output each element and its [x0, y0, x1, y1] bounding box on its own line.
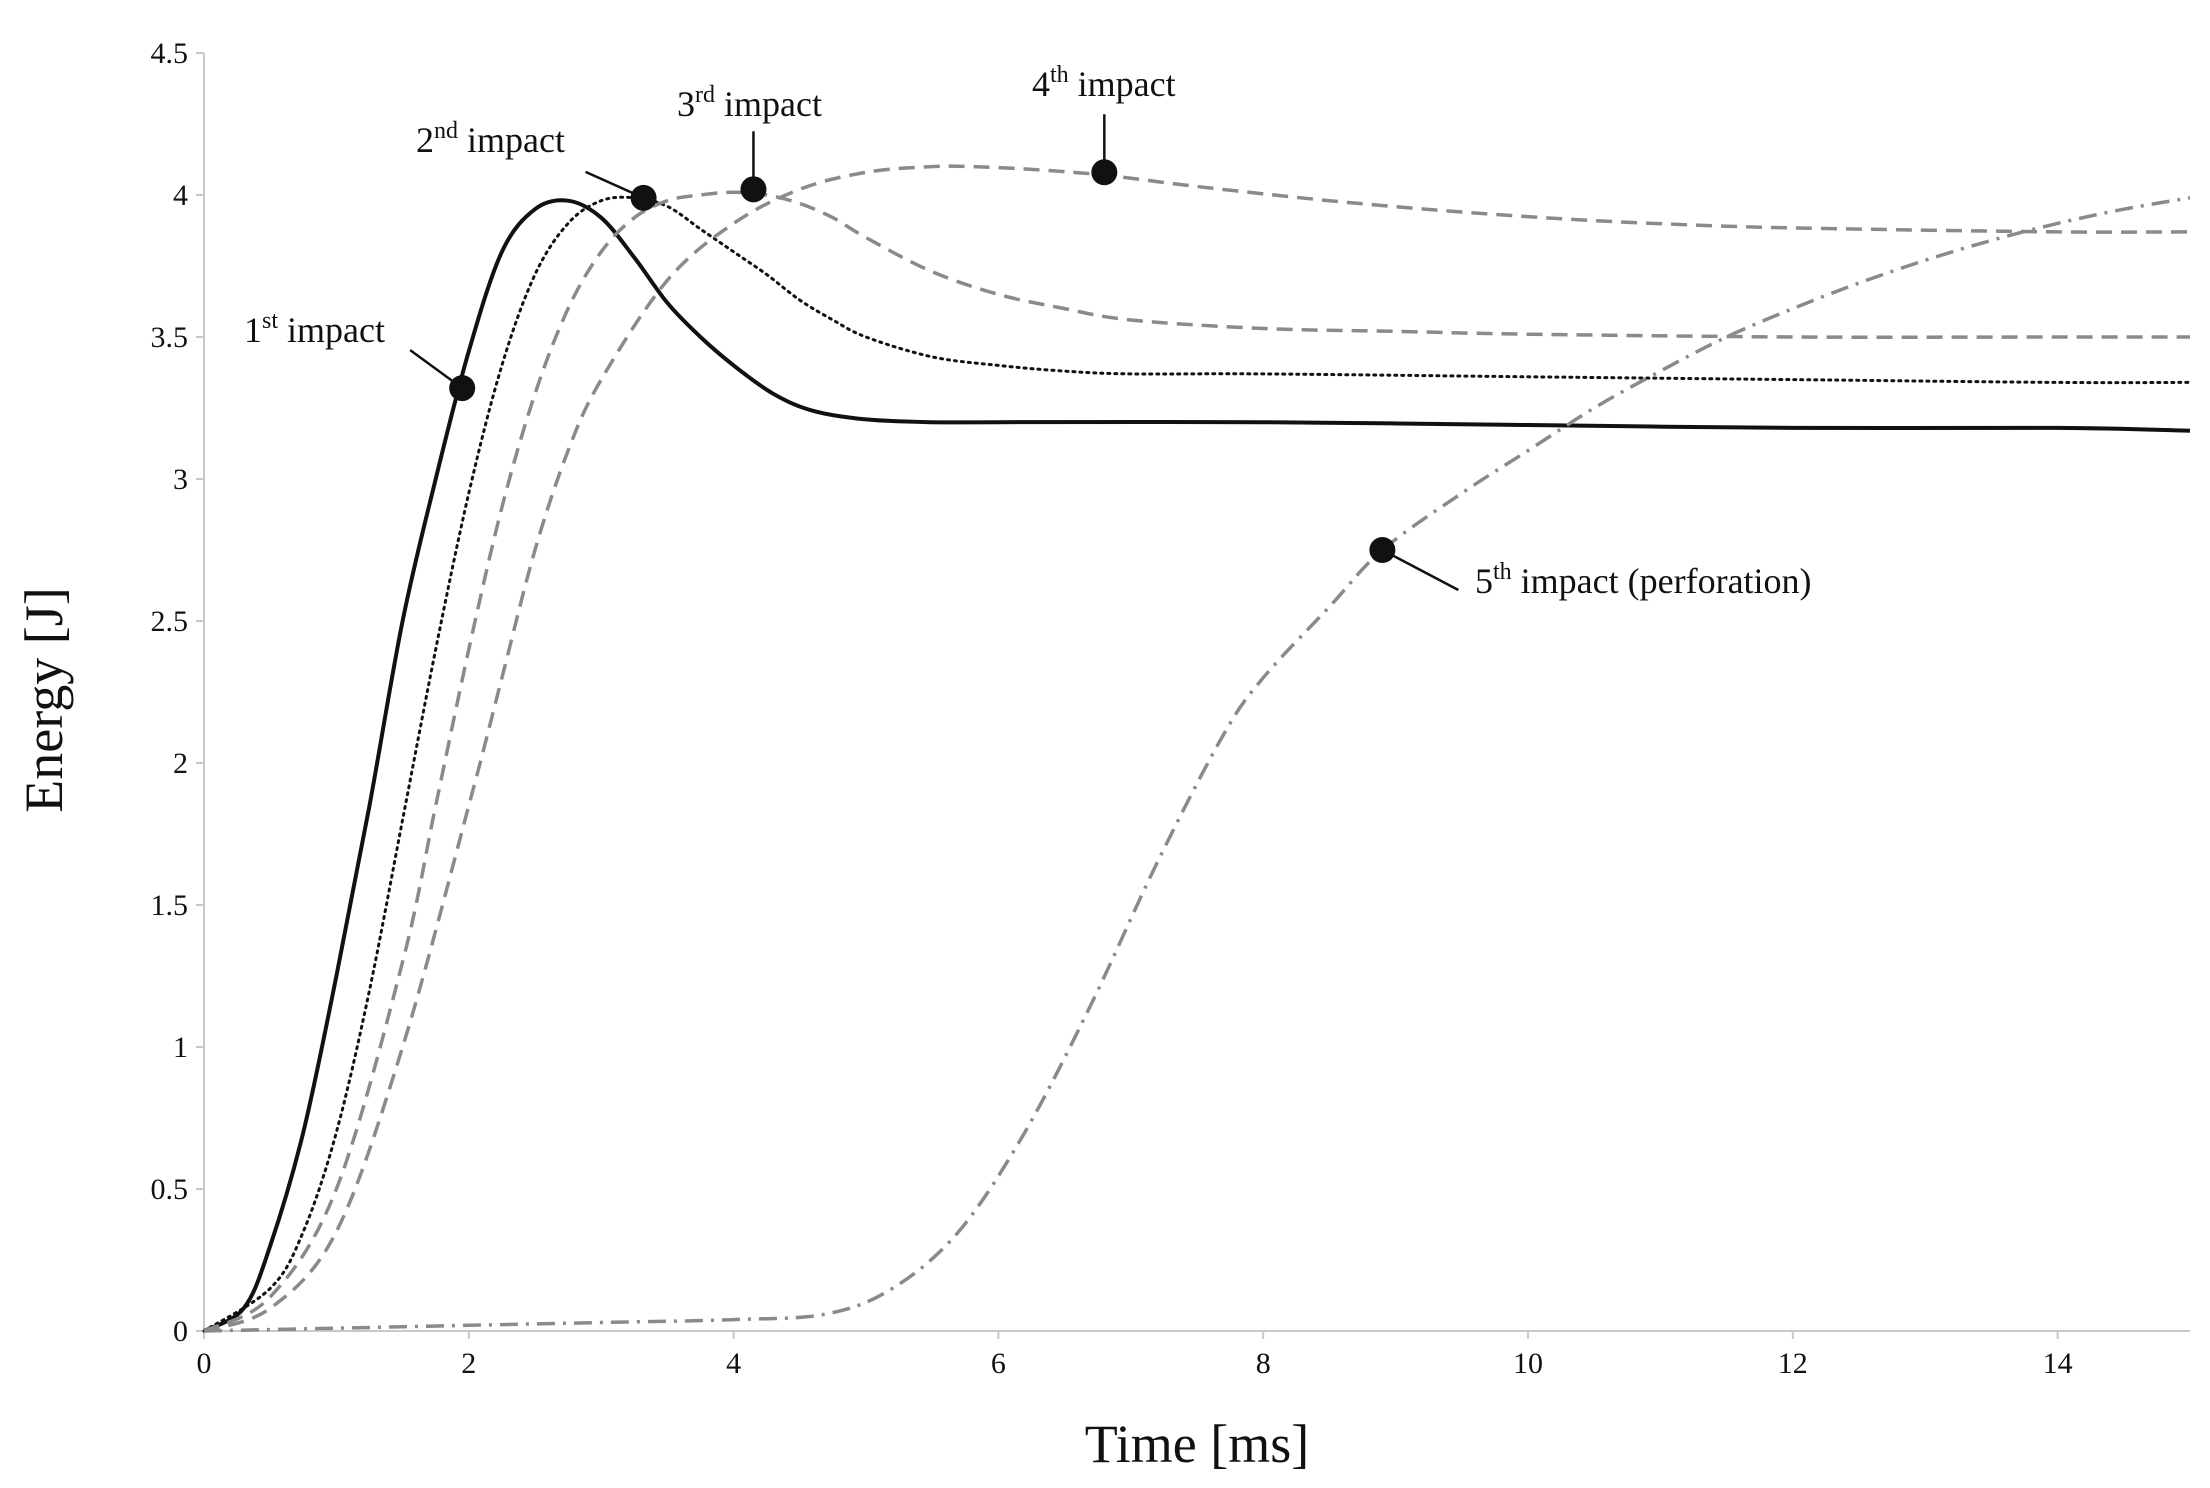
annotation-text: impact — [458, 120, 565, 160]
annotation-label-4: 4th impact — [1032, 62, 1176, 104]
y-tick-label: 1.5 — [151, 889, 189, 922]
series-line-1 — [203, 198, 2191, 1333]
y-tick-label: 0.5 — [151, 1173, 189, 1206]
y-tick-label: 4.5 — [151, 37, 189, 70]
annotation-ordinal-suffix: th — [1493, 559, 1512, 585]
series-line-4 — [203, 164, 2191, 1333]
annotation-number: 3 — [677, 84, 695, 124]
annotation-text: impact — [715, 84, 822, 124]
annotation-ordinal-suffix: nd — [434, 118, 458, 144]
axes — [203, 53, 2190, 1332]
annotation-marker-5 — [1369, 537, 1396, 563]
annotation-ordinal-suffix: th — [1050, 62, 1069, 88]
series-line-2 — [202, 195, 2192, 1333]
annotation-ordinal-suffix: st — [262, 308, 278, 334]
y-tick-label: 0 — [173, 1315, 188, 1348]
y-tick-label: 2 — [173, 747, 188, 780]
y-tick-label: 3.5 — [151, 321, 189, 354]
x-tick-label: 6 — [991, 1347, 1006, 1380]
annotation-label-1: 1st impact — [244, 308, 385, 350]
annotation-label-3: 3rd impact — [677, 82, 822, 124]
annotation-marker-4 — [1091, 159, 1118, 186]
x-tick-label: 14 — [2043, 1347, 2073, 1380]
x-tick-label: 4 — [726, 1347, 741, 1380]
annotation-marker-3 — [740, 176, 767, 203]
y-tick-label: 3 — [173, 463, 188, 496]
annotation-number: 4 — [1032, 64, 1050, 104]
annotation-text: impact — [1069, 64, 1176, 104]
annotation-number: 5 — [1475, 561, 1493, 601]
y-tick-label: 4 — [173, 179, 188, 212]
annotation-marker-1 — [449, 375, 476, 402]
x-tick-label: 12 — [1778, 1347, 1808, 1380]
annotation-text: impact — [278, 310, 385, 350]
annotation-label-2: 2nd impact — [416, 118, 565, 160]
series-lines — [202, 164, 2192, 1333]
x-tick-labels: 0 2 4 6 8 10 12 14 — [197, 1331, 2073, 1380]
annotation-label-5: 5th impact (perforation) — [1475, 559, 1812, 601]
y-axis-title: Energy [J] — [14, 587, 74, 812]
annotation-marker-2 — [630, 184, 657, 211]
annotation-number: 1 — [244, 310, 262, 350]
x-tick-label: 2 — [461, 1347, 476, 1380]
series-line-5 — [203, 196, 2191, 1333]
x-tick-label: 0 — [197, 1347, 212, 1380]
x-tick-label: 10 — [1513, 1347, 1543, 1380]
x-tick-label: 8 — [1256, 1347, 1271, 1380]
annotation-text: impact (perforation) — [1512, 561, 1812, 601]
y-tick-labels: 0 0.5 1 1.5 2 2.5 3 3.5 4 4.5 — [151, 37, 204, 1348]
annotation-ordinal-suffix: rd — [695, 82, 715, 108]
x-axis-title: Time [ms] — [1085, 1414, 1310, 1474]
annotation-leader-5 — [1381, 548, 1459, 592]
annotation-number: 2 — [416, 120, 434, 160]
y-tick-label: 2.5 — [151, 605, 189, 638]
y-tick-label: 1 — [173, 1031, 188, 1064]
